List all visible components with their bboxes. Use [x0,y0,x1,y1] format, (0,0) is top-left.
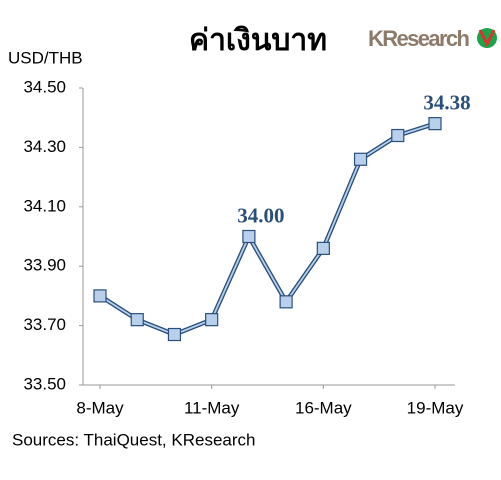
x-tick-label: 19-May [407,398,464,417]
marker [205,313,219,327]
marker [130,313,144,327]
line-inner [99,122,436,336]
y-tick-label: 34.30 [23,137,66,156]
y-tick-label: 33.70 [23,315,66,334]
data-label: 34.38 [423,90,470,114]
chart-title: ค่าเงินบาท [189,24,327,57]
y-tick-label: 33.90 [23,256,66,275]
data-label: 34.00 [237,203,284,227]
marker [428,117,442,131]
x-tick-label: 11-May [184,398,240,417]
marker [353,152,368,166]
source: Sources: ThaiQuest, KResearch [12,430,255,449]
marker [391,128,405,143]
logo-icon [477,28,497,48]
x-tick-label: 8-May [76,398,124,417]
marker [279,295,293,309]
marker [242,229,256,244]
y-tick-label: 34.10 [23,196,66,215]
logo: KResearch [368,26,470,51]
x-tick-label: 16-May [295,398,352,417]
y-axis-label: USD/THB [8,48,83,67]
marker [93,289,107,303]
line-outer [98,121,436,337]
y-tick-label: 33.50 [23,374,66,393]
marker [167,327,182,342]
y-tick-label: 34.50 [23,77,66,96]
marker [316,241,330,255]
